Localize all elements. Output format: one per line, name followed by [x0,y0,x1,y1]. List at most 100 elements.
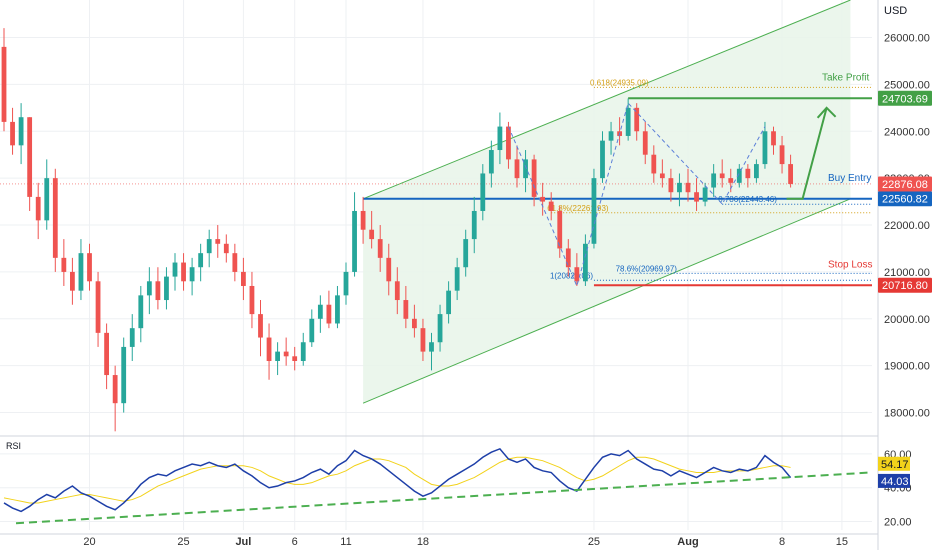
buy-entry-price-tag: 22560.82 [882,194,928,206]
candlestick-series [1,28,793,432]
time-tick-label: 6 [292,536,298,548]
fib-note-label: 0.786(22443.46) [718,195,777,204]
rsi-value-tag: 44.03 [881,476,909,488]
candle-body [258,314,263,338]
price-tick-label: 26000.00 [884,33,930,45]
rsi-support-line [15,471,871,525]
stop-loss-label: Stop Loss [828,259,872,270]
rsi-panel [0,435,878,525]
candle-body [87,253,92,282]
rsi-ma-tag-bg [878,456,910,471]
candle-body [95,281,101,333]
price-tick-label: 25000.00 [884,79,930,91]
buy-entry-price-tag-bg [878,191,932,207]
time-tick-label: 25 [177,536,189,548]
candle-body [471,210,477,240]
candle-body [514,159,520,179]
candle-body [369,229,375,240]
candle-body [412,318,417,329]
candle-body [642,131,648,155]
candle-body [232,253,238,272]
candle-body [574,267,580,282]
candle-body [454,267,460,291]
candle-body [352,210,357,272]
candle-body [44,178,50,221]
candle-body [608,131,614,141]
candle-body [754,164,759,179]
candle-body [736,168,742,183]
candle-body [249,285,255,315]
candle-body [275,351,280,361]
candle-body [480,173,486,211]
candle-body [335,295,340,324]
candle-body [377,239,383,258]
price-tick-label: 21000.00 [884,267,930,279]
candle-body [403,300,409,319]
rsi-line [3,447,792,513]
candle-body [583,243,588,282]
candle-body [728,178,734,183]
time-tick-label: 8 [779,536,785,548]
candle-body [685,182,691,193]
candle-body [35,196,41,221]
projection-arrow-head [816,106,837,119]
candle-body [78,253,84,291]
candle-body [446,290,451,315]
candle-body [317,304,323,319]
candle-body [557,210,563,249]
candle-body [206,239,212,254]
candle-body [625,107,631,136]
last-price-price-tag: 22876.08 [882,179,928,191]
take-profit-price-tag: 24703.69 [882,93,928,105]
candle-body [198,253,204,268]
channel-lower-line [362,198,851,404]
candle-body [711,173,717,188]
candle-body [762,131,768,165]
candle-body [300,342,306,361]
candle-body [360,210,366,230]
candle-body [292,356,298,361]
candle-body [506,126,511,160]
candle-body [266,337,272,361]
candle-body [181,262,186,282]
candle-body [223,243,229,254]
candle-body [788,164,793,184]
rsi-ma-line [3,456,791,504]
candle-body [172,262,178,277]
candle-body [488,150,494,174]
projection-arrow [786,107,828,200]
candle-body [52,178,58,258]
fib-note-label: 1(20822.06) [550,271,593,280]
candle-body [694,192,699,202]
candle-body [138,295,144,329]
candle-body [164,276,169,301]
take-profit-label: Take Profit [822,73,869,84]
candle-body [27,117,33,197]
candle-body [565,248,571,268]
candle-body [121,346,127,404]
candle-body [283,351,289,357]
harmonic-pattern [507,102,766,288]
fib-note-label: 61.8%(22261.93) [547,204,609,213]
currency-label: USD [884,5,907,17]
time-tick-label: 25 [588,536,600,548]
price-tick-label: 19000.00 [884,361,930,373]
candle-body [463,239,469,268]
candle-body [702,187,708,202]
channel-upper-line [362,0,851,200]
candle-body [745,168,751,179]
candle-body [591,178,597,244]
candle-body [600,140,605,179]
candle-body [326,304,332,324]
candle-body [531,159,537,197]
time-tick-label: Aug [677,536,698,548]
candle-body [61,257,67,272]
candle-body [189,267,195,282]
stop-loss-price-tag: 20716.80 [882,280,928,292]
candle-body [540,196,546,202]
candle-body [677,182,682,193]
fib-note-label: 0.618(24935.09) [590,78,649,87]
time-tick-label: 20 [83,536,95,548]
candle-body [241,271,246,286]
